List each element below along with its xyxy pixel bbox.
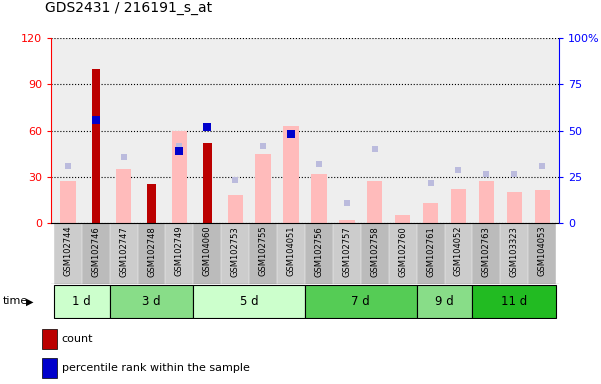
Text: GSM102749: GSM102749 bbox=[175, 226, 184, 276]
Bar bbox=[277, 223, 305, 284]
Bar bbox=[528, 223, 556, 284]
Bar bbox=[423, 203, 438, 223]
Bar bbox=[60, 181, 76, 223]
Bar bbox=[82, 223, 110, 284]
Bar bbox=[172, 131, 187, 223]
Bar bbox=[138, 223, 165, 284]
Bar bbox=[42, 358, 57, 378]
Bar bbox=[451, 189, 466, 223]
Bar bbox=[116, 169, 131, 223]
Bar bbox=[228, 195, 243, 223]
Bar bbox=[203, 143, 212, 223]
Text: GSM102758: GSM102758 bbox=[370, 226, 379, 276]
Bar bbox=[339, 220, 355, 223]
Bar bbox=[249, 223, 277, 284]
Bar bbox=[395, 215, 410, 223]
Bar bbox=[194, 285, 305, 318]
Text: percentile rank within the sample: percentile rank within the sample bbox=[62, 363, 249, 373]
Bar bbox=[165, 223, 194, 284]
Bar bbox=[507, 192, 522, 223]
Bar bbox=[472, 285, 556, 318]
Text: GSM102746: GSM102746 bbox=[91, 226, 100, 276]
Bar bbox=[472, 223, 500, 284]
Text: GSM102753: GSM102753 bbox=[231, 226, 240, 276]
Text: ▶: ▶ bbox=[26, 296, 34, 306]
Bar bbox=[534, 190, 550, 223]
Text: GSM104053: GSM104053 bbox=[538, 226, 547, 276]
Text: GSM102755: GSM102755 bbox=[258, 226, 267, 276]
Text: GSM102760: GSM102760 bbox=[398, 226, 407, 276]
Text: GSM104051: GSM104051 bbox=[287, 226, 296, 276]
Bar bbox=[416, 223, 445, 284]
Text: GSM103323: GSM103323 bbox=[510, 226, 519, 276]
Text: GSM102757: GSM102757 bbox=[343, 226, 352, 276]
Text: 5 d: 5 d bbox=[240, 295, 258, 308]
Bar bbox=[110, 285, 194, 318]
Bar bbox=[42, 329, 57, 349]
Text: 11 d: 11 d bbox=[501, 295, 528, 308]
Bar bbox=[311, 174, 326, 223]
Bar bbox=[284, 126, 299, 223]
Text: count: count bbox=[62, 334, 93, 344]
Text: 7 d: 7 d bbox=[352, 295, 370, 308]
Text: GSM102748: GSM102748 bbox=[147, 226, 156, 276]
Text: GDS2431 / 216191_s_at: GDS2431 / 216191_s_at bbox=[45, 2, 212, 15]
Text: 3 d: 3 d bbox=[142, 295, 161, 308]
Bar bbox=[110, 223, 138, 284]
Bar bbox=[255, 154, 271, 223]
Bar bbox=[416, 285, 472, 318]
Text: GSM104060: GSM104060 bbox=[203, 226, 212, 276]
Bar bbox=[333, 223, 361, 284]
Text: GSM102744: GSM102744 bbox=[63, 226, 72, 276]
Bar bbox=[54, 223, 82, 284]
Text: time: time bbox=[3, 296, 28, 306]
Bar bbox=[147, 184, 156, 223]
Text: GSM104052: GSM104052 bbox=[454, 226, 463, 276]
Text: GSM102761: GSM102761 bbox=[426, 226, 435, 276]
Bar bbox=[194, 223, 221, 284]
Bar bbox=[389, 223, 416, 284]
Bar bbox=[305, 285, 416, 318]
Bar bbox=[91, 69, 100, 223]
Text: 9 d: 9 d bbox=[435, 295, 454, 308]
Bar bbox=[500, 223, 528, 284]
Bar bbox=[221, 223, 249, 284]
Text: GSM102747: GSM102747 bbox=[119, 226, 128, 276]
Bar bbox=[479, 181, 494, 223]
Bar bbox=[367, 181, 382, 223]
Bar bbox=[361, 223, 389, 284]
Bar bbox=[305, 223, 333, 284]
Bar bbox=[54, 285, 110, 318]
Bar bbox=[445, 223, 472, 284]
Text: 1 d: 1 d bbox=[72, 295, 91, 308]
Text: GSM102756: GSM102756 bbox=[314, 226, 323, 276]
Text: GSM102763: GSM102763 bbox=[482, 226, 491, 276]
